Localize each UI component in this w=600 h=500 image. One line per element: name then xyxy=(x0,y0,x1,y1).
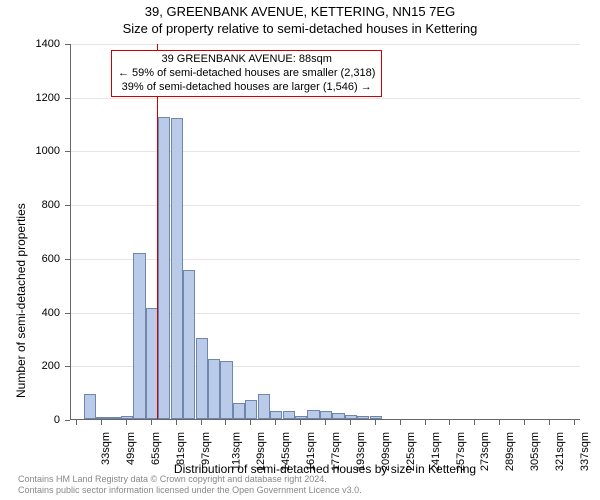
x-tick-mark xyxy=(400,420,401,425)
gridline xyxy=(71,205,580,206)
histogram-bar xyxy=(233,403,245,419)
histogram-bar xyxy=(121,416,133,419)
x-tick-label: 49sqm xyxy=(125,432,137,465)
y-tick-mark xyxy=(65,420,70,421)
title-line-2: Size of property relative to semi-detach… xyxy=(0,21,600,38)
footer-line-1: Contains HM Land Registry data © Crown c… xyxy=(18,474,362,485)
titles: 39, GREENBANK AVENUE, KETTERING, NN15 7E… xyxy=(0,0,600,38)
histogram-bar xyxy=(270,411,282,419)
x-tick-mark xyxy=(101,420,102,425)
gridline xyxy=(71,151,580,152)
y-tick-label: 800 xyxy=(0,199,60,211)
histogram-bar xyxy=(208,359,220,419)
histogram-bar xyxy=(158,117,170,419)
x-tick-mark xyxy=(201,420,202,425)
footer-line-2: Contains public sector information licen… xyxy=(18,485,362,496)
x-tick-mark xyxy=(499,420,500,425)
histogram-bar xyxy=(133,253,145,419)
title-line-1: 39, GREENBANK AVENUE, KETTERING, NN15 7E… xyxy=(0,4,600,21)
x-tick-mark xyxy=(449,420,450,425)
y-tick-label: 1400 xyxy=(0,38,60,50)
x-tick-mark xyxy=(574,420,575,425)
footer: Contains HM Land Registry data © Crown c… xyxy=(18,474,362,496)
histogram-bar xyxy=(370,416,382,419)
gridline xyxy=(71,44,580,45)
histogram-bar xyxy=(332,413,344,419)
histogram-bar xyxy=(108,417,120,419)
plot-area: 39 GREENBANK AVENUE: 88sqm← 59% of semi-… xyxy=(70,44,580,420)
x-tick-mark xyxy=(126,420,127,425)
annotation-line: 39 GREENBANK AVENUE: 88sqm xyxy=(118,53,375,67)
x-tick-label: 337sqm xyxy=(579,432,591,471)
x-tick-mark xyxy=(151,420,152,425)
annotation-line: ← 59% of semi-detached houses are smalle… xyxy=(118,67,375,81)
chart-container: 39, GREENBANK AVENUE, KETTERING, NN15 7E… xyxy=(0,0,600,500)
histogram-bar xyxy=(295,416,307,419)
x-tick-mark xyxy=(76,420,77,425)
x-tick-mark xyxy=(275,420,276,425)
histogram-bar xyxy=(96,417,108,419)
y-tick-label: 200 xyxy=(0,360,60,372)
marker-line xyxy=(157,44,158,419)
y-tick-label: 0 xyxy=(0,414,60,426)
histogram-bar xyxy=(84,394,96,420)
histogram-bar xyxy=(171,118,183,419)
histogram-bar xyxy=(220,361,232,419)
x-tick-mark xyxy=(225,420,226,425)
histogram-bar xyxy=(258,394,270,419)
x-tick-mark xyxy=(300,420,301,425)
x-tick-mark xyxy=(375,420,376,425)
annotation-box: 39 GREENBANK AVENUE: 88sqm← 59% of semi-… xyxy=(111,50,382,97)
x-tick-mark xyxy=(176,420,177,425)
histogram-bar xyxy=(345,415,357,419)
x-tick-mark xyxy=(524,420,525,425)
x-tick-mark xyxy=(474,420,475,425)
histogram-bar xyxy=(196,338,208,419)
y-tick-label: 1000 xyxy=(0,145,60,157)
x-tick-mark xyxy=(350,420,351,425)
x-tick-label: 33sqm xyxy=(100,432,112,465)
gridline xyxy=(71,259,580,260)
x-tick-mark xyxy=(250,420,251,425)
histogram-bar xyxy=(307,410,319,419)
y-tick-label: 600 xyxy=(0,253,60,265)
x-tick-label: 65sqm xyxy=(150,432,162,465)
x-tick-mark xyxy=(549,420,550,425)
histogram-bar xyxy=(283,411,295,419)
histogram-bar xyxy=(357,416,369,419)
histogram-bar xyxy=(320,411,332,419)
x-tick-mark xyxy=(325,420,326,425)
histogram-bar xyxy=(183,270,195,419)
histogram-bar xyxy=(245,400,257,419)
x-tick-label: 81sqm xyxy=(175,432,187,465)
x-tick-label: 97sqm xyxy=(200,432,212,465)
y-tick-label: 400 xyxy=(0,307,60,319)
gridline xyxy=(71,98,580,99)
y-tick-label: 1200 xyxy=(0,92,60,104)
annotation-line: 39% of semi-detached houses are larger (… xyxy=(118,81,375,95)
x-tick-mark xyxy=(425,420,426,425)
